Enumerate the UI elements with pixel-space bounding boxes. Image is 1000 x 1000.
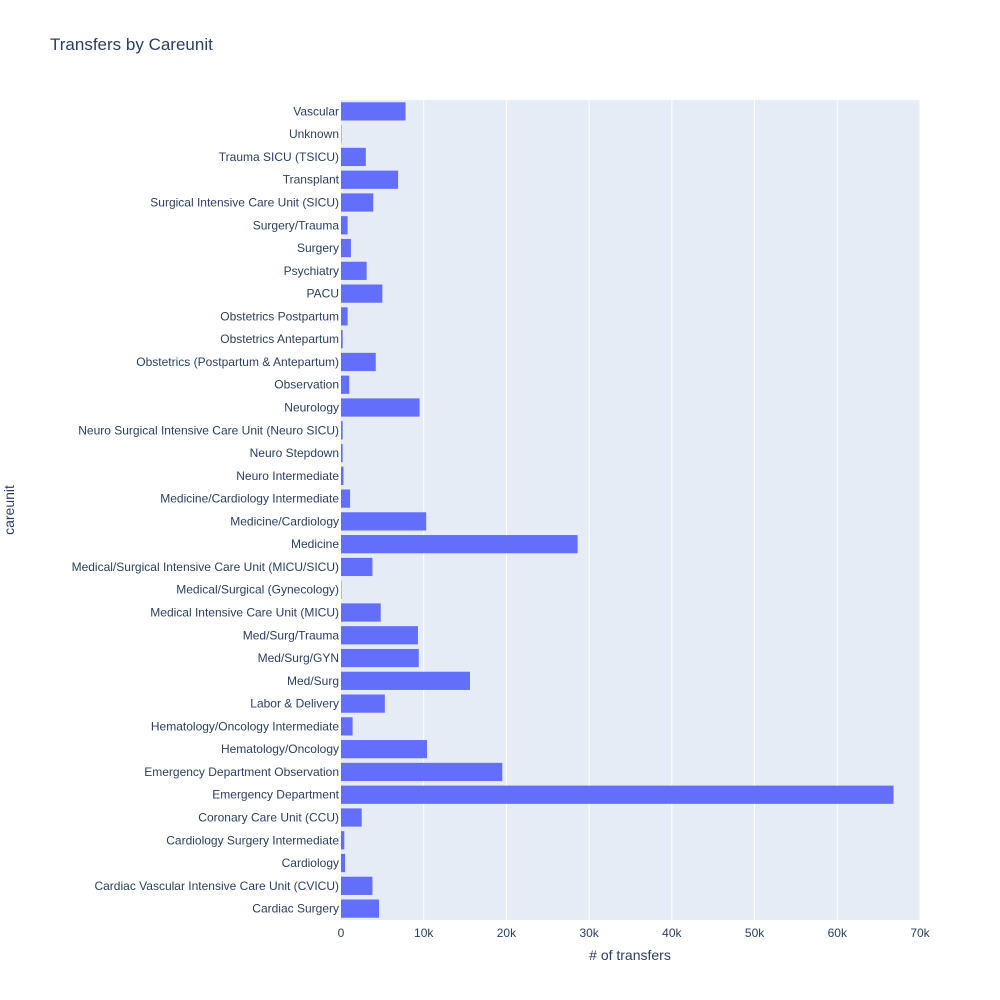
gridlines	[423, 100, 921, 920]
category-label: Cardiac Surgery	[252, 902, 339, 916]
bar-labor-delivery	[341, 694, 385, 713]
category-label: Unknown	[289, 127, 339, 141]
x-tick-label: 30k	[579, 926, 599, 940]
bar-neuro-stepdown	[341, 443, 343, 463]
category-label: Hematology/Oncology Intermediate	[151, 719, 339, 733]
bar-surgery	[341, 238, 351, 258]
category-label: Coronary Care Unit (CCU)	[198, 811, 339, 825]
bar-cardiac-surgery	[341, 899, 380, 918]
category-label: Emergency Department	[212, 788, 339, 802]
category-label: Vascular	[293, 104, 339, 118]
bar-medical-surgical-intensive-care-unit-micu-sicu	[341, 557, 373, 577]
category-label: Medicine/Cardiology Intermediate	[160, 492, 339, 506]
bar-surgery-trauma	[341, 216, 348, 235]
x-axis-title: # of transfers	[589, 947, 671, 963]
bar-cardiology	[341, 853, 346, 873]
bar-obstetrics-postpartum	[341, 307, 348, 326]
bar-cardiac-vascular-intensive-care-unit-cvicu	[341, 876, 373, 895]
category-label: Neuro Intermediate	[236, 469, 339, 483]
bar-vascular	[341, 102, 406, 121]
category-label: Medicine	[291, 537, 339, 551]
x-tick-label: 70k	[910, 926, 930, 940]
plot-background	[341, 100, 920, 920]
category-label: Surgery/Trauma	[253, 218, 340, 232]
bar-trauma-sicu-tsicu	[341, 147, 366, 167]
category-label: Cardiac Vascular Intensive Care Unit (CV…	[94, 879, 339, 893]
category-label: Cardiology	[282, 856, 339, 870]
category-label: Hematology/Oncology	[221, 742, 339, 756]
bar-coronary-care-unit-ccu	[341, 808, 362, 827]
bar-psychiatry	[341, 261, 367, 280]
category-label: Surgery	[297, 241, 339, 255]
x-tick-label: 0	[338, 926, 345, 940]
category-label: Obstetrics (Postpartum & Antepartum)	[136, 355, 339, 369]
category-label: Obstetrics Antepartum	[220, 332, 339, 346]
bar-observation	[341, 375, 350, 394]
x-tick-label: 60k	[828, 926, 848, 940]
category-label: Trauma SICU (TSICU)	[219, 150, 339, 164]
category-label: Cardiology Surgery Intermediate	[166, 833, 339, 847]
category-label: Psychiatry	[284, 264, 339, 278]
category-label: Neuro Stepdown	[250, 446, 339, 460]
x-tick-label: 10k	[414, 926, 434, 940]
bar-obstetrics-antepartum	[341, 330, 343, 349]
category-label: Med/Surg	[287, 674, 339, 688]
chart-title: Transfers by Careunit	[50, 35, 213, 54]
bar-obstetrics-postpartum-antepartum	[341, 352, 376, 372]
category-label: Medical Intensive Care Unit (MICU)	[150, 606, 339, 620]
bar-neuro-surgical-intensive-care-unit-neuro-sicu	[341, 421, 343, 440]
bar-medicine-cardiology	[341, 512, 427, 531]
category-label: Emergency Department Observation	[144, 765, 339, 779]
bar-med-surg	[341, 671, 471, 690]
x-tick-label: 20k	[497, 926, 517, 940]
category-label: Medicine/Cardiology	[230, 514, 339, 528]
bar-hematology-oncology	[341, 740, 428, 759]
x-axis-ticks: 0 10k 20k 30k 40k 50k 60k 70k	[338, 926, 931, 940]
category-label: Neurology	[284, 401, 339, 415]
bar-neurology	[341, 398, 420, 417]
bar-med-surg-gyn	[341, 648, 419, 668]
category-label: Med/Surg/Trauma	[243, 628, 340, 642]
category-label: Neuro Surgical Intensive Care Unit (Neur…	[78, 423, 339, 437]
bar-pacu	[341, 284, 383, 303]
bar-medical-intensive-care-unit-micu	[341, 603, 381, 622]
y-axis-title: careunit	[1, 485, 17, 535]
bar-med-surg-trauma	[341, 626, 418, 645]
bar-neuro-intermediate	[341, 466, 344, 485]
bar-transplant	[341, 170, 399, 189]
category-label: Med/Surg/GYN	[258, 651, 339, 665]
category-label: Labor & Delivery	[250, 697, 339, 711]
x-tick-label: 50k	[745, 926, 765, 940]
category-label: PACU	[307, 287, 339, 301]
x-tick-label: 40k	[662, 926, 682, 940]
category-label: Medical/Surgical (Gynecology)	[176, 583, 339, 597]
category-label: Medical/Surgical Intensive Care Unit (MI…	[72, 560, 339, 574]
bar-cardiology-surgery-intermediate	[341, 831, 345, 850]
category-label: Transplant	[283, 173, 340, 187]
category-label: Surgical Intensive Care Unit (SICU)	[150, 196, 339, 210]
bar-medicine-cardiology-intermediate	[341, 489, 351, 508]
bar-surgical-intensive-care-unit-sicu	[341, 193, 374, 212]
bar-emergency-department-observation	[341, 762, 503, 782]
bar-hematology-oncology-intermediate	[341, 717, 353, 736]
bar-medicine	[341, 535, 578, 554]
bar-emergency-department	[341, 785, 894, 804]
category-labels: Cardiac Surgery Cardiac Vascular Intensiv…	[72, 104, 340, 915]
category-label: Observation	[274, 378, 339, 392]
bars	[341, 102, 894, 918]
category-label: Obstetrics Postpartum	[220, 309, 339, 323]
